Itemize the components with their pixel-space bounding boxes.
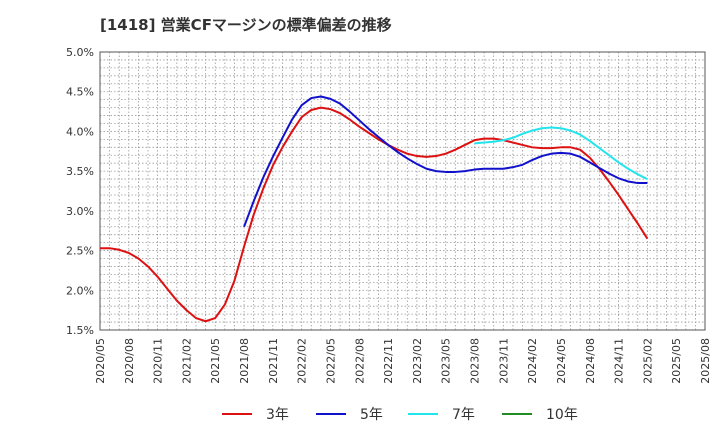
x-tick-label: 2021/05 <box>209 338 222 384</box>
x-tick-label: 2023/02 <box>411 338 424 384</box>
x-tick-label: 2023/05 <box>440 338 453 384</box>
x-tick-label: 2021/11 <box>267 338 280 384</box>
x-tick-label: 2024/11 <box>613 338 626 384</box>
y-tick-label: 4.5% <box>66 86 94 99</box>
x-tick-label: 2020/11 <box>152 338 165 384</box>
legend: 3年 5年 7年 10年 <box>222 407 578 423</box>
x-tick-label: 2022/02 <box>296 338 309 384</box>
x-tick-label: 2024/02 <box>526 338 539 384</box>
legend-label: 3年 <box>266 407 289 423</box>
plot-area-frame <box>99 51 706 331</box>
x-tick-label: 2022/11 <box>382 338 395 384</box>
y-tick-label: 4.0% <box>66 125 94 138</box>
y-tick-label: 3.5% <box>66 165 94 178</box>
x-tick-label: 2025/05 <box>670 338 683 384</box>
x-tick-label: 2024/08 <box>584 338 597 384</box>
legend-label: 5年 <box>360 407 383 423</box>
y-tick-label: 3.0% <box>66 205 94 218</box>
legend-label: 7年 <box>452 407 475 423</box>
series-line-3年 <box>100 106 649 323</box>
series-line-7年 <box>474 126 648 180</box>
x-axis-ticks: 2020/05 2020/08 2020/11 2021/02 2021/05 2021/… <box>94 338 712 384</box>
x-tick-label: 2022/05 <box>324 338 337 384</box>
x-tick-label: 2023/11 <box>497 338 510 384</box>
x-tick-label: 2025/02 <box>641 338 654 384</box>
y-tick-label: 2.5% <box>66 245 94 258</box>
legend-label: 10年 <box>546 407 578 423</box>
series-lines <box>100 95 649 323</box>
x-tick-label: 2025/08 <box>699 338 712 384</box>
x-tick-label: 2020/05 <box>94 338 107 384</box>
y-tick-label: 1.5% <box>66 324 94 337</box>
y-tick-label: 2.0% <box>66 284 94 297</box>
chart-title: [1418] 営業CFマージンの標準偏差の推移 <box>100 16 392 34</box>
y-tick-label: 5.0% <box>66 46 94 59</box>
x-tick-label: 2024/05 <box>555 338 568 384</box>
chart-grid <box>99 51 706 331</box>
x-tick-label: 2020/08 <box>123 338 136 384</box>
x-tick-label: 2021/08 <box>238 338 251 384</box>
series-line-5年 <box>243 95 648 228</box>
y-axis-ticks: 5.0% 4.5% 4.0% 3.5% 3.0% 2.5% 2.0% 1.5% <box>66 46 94 337</box>
x-tick-label: 2022/08 <box>353 338 366 384</box>
x-tick-label: 2023/08 <box>469 338 482 384</box>
x-tick-label: 2021/02 <box>180 338 193 384</box>
